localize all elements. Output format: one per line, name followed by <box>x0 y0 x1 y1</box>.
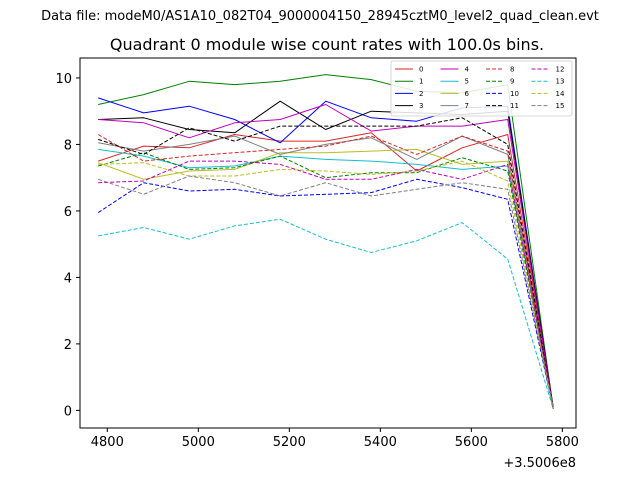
plot-frame <box>79 57 577 429</box>
suptitle: Data file: modeM0/AS1A10_082T04_90000041… <box>41 9 599 24</box>
series-line-14 <box>98 160 554 409</box>
legend-label-11: 11 <box>510 102 519 110</box>
legend-label-4: 4 <box>465 66 470 74</box>
series-layer <box>97 74 554 409</box>
x-tick-label: 5000 <box>182 435 215 450</box>
legend-label-14: 14 <box>556 90 565 98</box>
y-tick-label: 10 <box>55 72 72 87</box>
series-line-0 <box>98 132 554 408</box>
legend-label-1: 1 <box>419 78 423 86</box>
legend-label-13: 13 <box>556 78 565 86</box>
series-line-12 <box>98 160 554 409</box>
x-tick-label: 5200 <box>273 435 306 450</box>
series-line-4 <box>98 104 554 409</box>
x-tick-label: 4800 <box>91 435 124 450</box>
series-line-15 <box>98 175 554 409</box>
x-tick-label: 5800 <box>546 435 579 450</box>
legend-label-3: 3 <box>419 102 423 110</box>
ticks-layer: 4800 5000 5200 5400 5600 5800 0 2 4 6 8 10 <box>55 72 578 450</box>
legend-label-5: 5 <box>465 78 469 86</box>
y-tick-label: 4 <box>64 271 72 286</box>
y-tick-label: 2 <box>64 338 72 353</box>
y-tick-label: 6 <box>64 205 72 220</box>
series-line-11 <box>98 117 554 409</box>
chart-title: Quadrant 0 module wise count rates with … <box>110 35 544 54</box>
x-offset-label: +3.5006e8 <box>503 456 576 471</box>
legend-label-8: 8 <box>510 66 514 74</box>
y-tick-label: 0 <box>64 404 72 419</box>
legend-label-15: 15 <box>556 102 565 110</box>
y-tick-label: 8 <box>64 138 72 153</box>
series-line-9 <box>98 152 554 409</box>
legend-label-9: 9 <box>510 78 514 86</box>
legend-label-12: 12 <box>556 66 565 74</box>
legend-frame <box>390 60 573 117</box>
legend-label-6: 6 <box>465 90 470 98</box>
legend-label-2: 2 <box>419 90 423 98</box>
series-line-7 <box>98 135 554 409</box>
legend-label-0: 0 <box>419 66 423 74</box>
plot-area <box>80 58 576 428</box>
legend-label-7: 7 <box>465 102 469 110</box>
x-tick-label: 5400 <box>364 435 397 450</box>
series-line-8 <box>97 134 554 409</box>
series-line-13 <box>98 218 554 409</box>
x-tick-label: 5600 <box>455 435 488 450</box>
series-line-10 <box>97 178 554 409</box>
legend-label-10: 10 <box>510 90 519 98</box>
series-line-6 <box>98 148 554 409</box>
